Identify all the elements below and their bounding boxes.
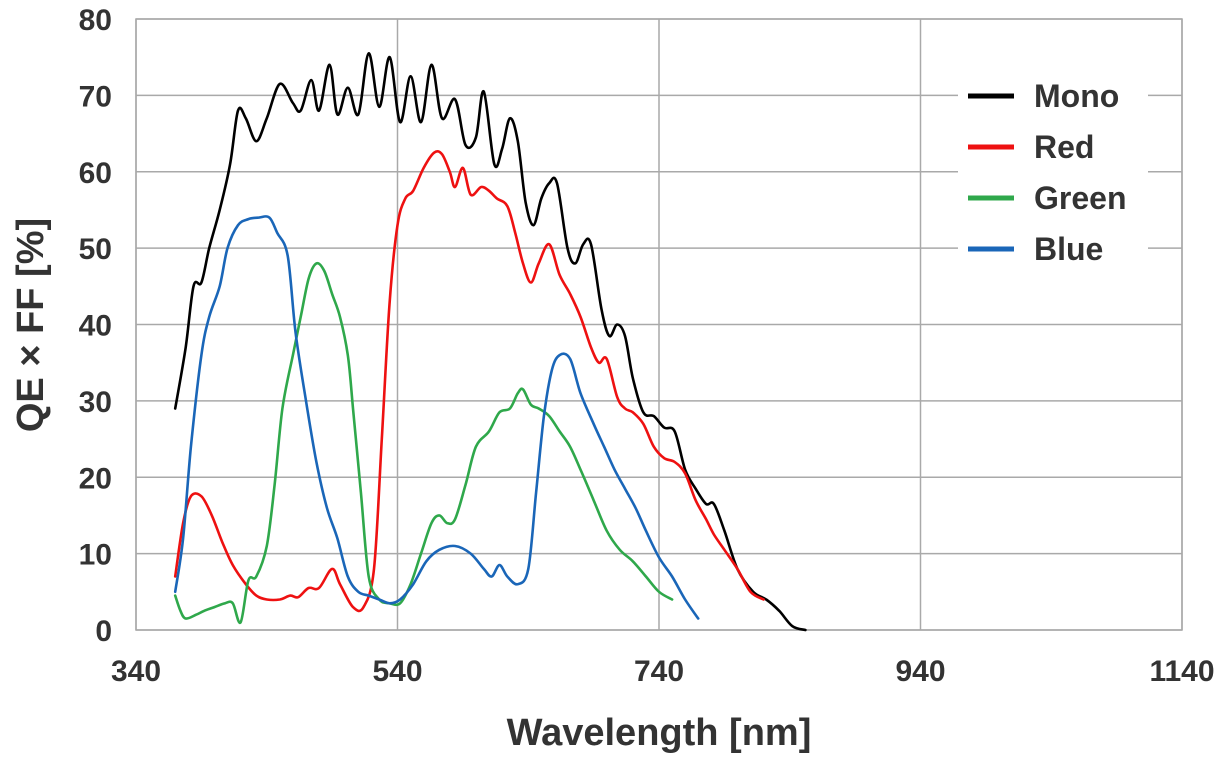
legend-label-green: Green — [1034, 180, 1126, 216]
x-axis-title: Wavelength [nm] — [507, 712, 812, 754]
y-tick-label: 50 — [79, 233, 112, 266]
y-tick-label: 20 — [79, 462, 112, 495]
legend-label-mono: Mono — [1034, 78, 1119, 114]
y-tick-label: 40 — [79, 310, 112, 343]
x-tick-label: 740 — [634, 655, 684, 688]
series-line-red — [173, 150, 765, 613]
y-tick-label: 30 — [79, 386, 112, 419]
x-tick-label: 940 — [895, 655, 945, 688]
y-tick-label: 80 — [79, 4, 112, 37]
y-tick-label: 0 — [95, 615, 112, 648]
x-tick-label: 540 — [372, 655, 422, 688]
series-line-blue — [173, 215, 700, 620]
plot-area-frame — [135, 18, 1183, 631]
x-tick-label: 340 — [111, 655, 161, 688]
y-axis-title: QE × FF [%] — [10, 218, 52, 432]
y-tick-label: 10 — [79, 539, 112, 572]
y-tick-label: 70 — [79, 80, 112, 113]
x-tick-labels: 340 540 740 940 1140 — [111, 655, 1215, 688]
series-line-mono — [173, 52, 807, 632]
legend: Mono Red Green Blue — [958, 70, 1148, 282]
series-group — [173, 52, 807, 632]
series-line-green — [173, 261, 674, 625]
legend-label-blue: Blue — [1034, 231, 1103, 267]
y-tick-label: 60 — [79, 157, 112, 190]
legend-label-red: Red — [1034, 129, 1094, 165]
x-tick-label: 1140 — [1149, 655, 1214, 688]
y-tick-labels: 0 10 20 30 40 50 60 70 80 — [79, 4, 112, 648]
